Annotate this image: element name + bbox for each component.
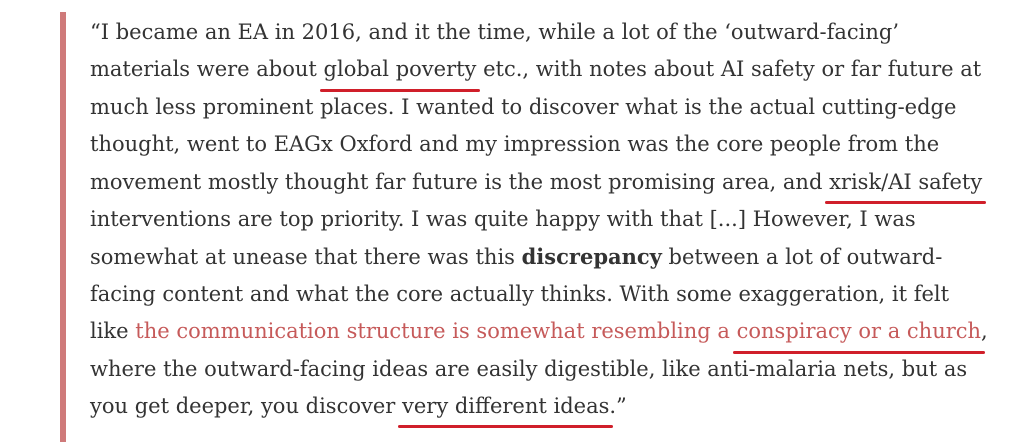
quote-line-text: materials were about: [90, 57, 324, 82]
quote-accent-bar: [60, 12, 66, 442]
quote-line-text: thought, went to EAGx Oxford and my impr…: [90, 132, 940, 157]
quote-line-text: where the outward-facing ideas are easil…: [90, 356, 968, 381]
blockquote: “I became an EA in 2016, and it the time…: [60, 12, 990, 442]
quote-line: like the communication structure is some…: [90, 313, 988, 354]
quote-line: materials were about global poverty etc.…: [90, 51, 982, 93]
quote-line-text: between a lot of outward-: [661, 245, 943, 270]
underlined-phrase-very-different-ideas: very different ideas: [397, 388, 614, 429]
underlined-phrase-conspiracy-or-church: conspiracy or a church: [732, 313, 986, 354]
quote-line-text: you get deeper, you discover: [90, 393, 402, 418]
quote-text: “I became an EA in 2016, and it the time…: [90, 14, 988, 429]
quote-line: where the outward-facing ideas are easil…: [90, 351, 980, 388]
quote-line-text: .”: [609, 393, 627, 418]
quote-line-text: facing content and what the core actuall…: [90, 281, 950, 306]
quote-line: somewhat at unease that there was this d…: [90, 238, 980, 275]
quote-line: movement mostly thought far future is th…: [90, 164, 987, 205]
quote-line-text: like: [90, 319, 136, 344]
quote-line: you get deeper, you discover very differ…: [90, 388, 980, 429]
quote-line: facing content and what the core actuall…: [90, 276, 980, 313]
quote-line: much less prominent places. I wanted to …: [90, 89, 980, 126]
bold-word-discrepancy: discrepancy: [521, 244, 662, 270]
underlined-phrase-global-poverty: global poverty: [319, 51, 481, 93]
quote-line-text: ,: [981, 319, 988, 344]
quote-line-text: interventions are top priority. I was qu…: [90, 206, 916, 231]
quote-line: thought, went to EAGx Oxford and my impr…: [90, 126, 980, 163]
quote-line: interventions are top priority. I was qu…: [90, 201, 980, 238]
quote-line-text: much less prominent places. I wanted to …: [90, 94, 957, 119]
emphasized-phrase: the communication structure is somewhat …: [135, 319, 737, 344]
quote-line-text: etc., with notes about AI safety or far …: [476, 57, 982, 82]
quote-line-text: “I became an EA in 2016, and it the time…: [90, 20, 900, 44]
quote-line-text: somewhat at unease that there was this: [90, 245, 522, 270]
underlined-phrase-xrisk-ai-safety: xrisk/AI safety: [825, 164, 987, 205]
quote-line-text: movement mostly thought far future is th…: [90, 169, 830, 194]
quote-line: “I became an EA in 2016, and it the time…: [90, 14, 980, 51]
